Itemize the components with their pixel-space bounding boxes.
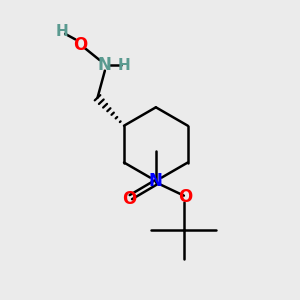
Text: N: N [98,56,112,74]
Text: O: O [73,36,87,54]
Text: N: N [149,172,163,190]
Text: H: H [56,24,69,39]
Text: O: O [122,190,136,208]
Text: H: H [118,58,130,73]
Text: O: O [178,188,193,206]
